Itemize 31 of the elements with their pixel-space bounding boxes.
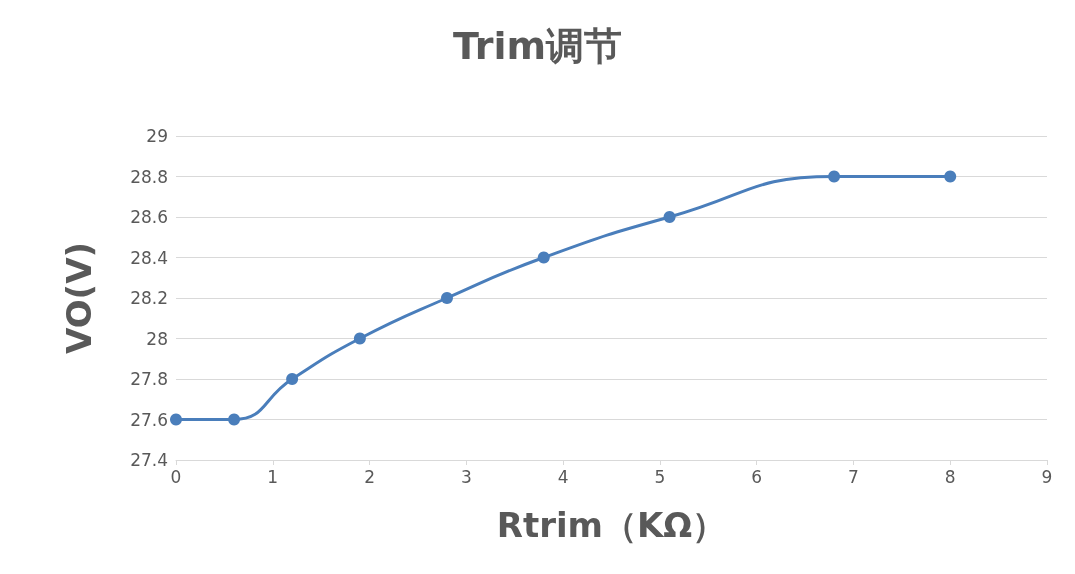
x-tick-label: 6: [751, 466, 763, 487]
chart-title: Trim调节: [452, 24, 623, 68]
x-axis-title: Rtrim（KΩ）: [496, 505, 727, 545]
y-tick-label: 28.4: [130, 247, 168, 268]
point: [828, 170, 841, 183]
x-tick-label: 8: [944, 466, 956, 487]
point: [286, 373, 299, 385]
y-axis-title: VO(V): [59, 241, 99, 355]
y-tick-label: 28.2: [130, 288, 168, 308]
y-tick-label: 28: [146, 328, 168, 349]
y-tick-label: 27.4: [130, 450, 168, 470]
x-tick-label: 4: [557, 466, 569, 487]
x-tick-label: 1: [267, 466, 279, 487]
y-tick-label: 28.6: [130, 207, 168, 227]
x-tick-label: 5: [654, 466, 666, 487]
point: [944, 170, 957, 183]
point: [440, 292, 453, 304]
x-tick-label: 9: [1041, 466, 1053, 487]
x-tick-label: 3: [460, 466, 472, 487]
y-tick-label: 27.8: [130, 369, 168, 389]
x-tick-label: 0: [170, 466, 182, 487]
x-tick-label: 2: [364, 466, 375, 487]
x-tick-label: 7: [848, 466, 859, 487]
point: [228, 413, 241, 426]
point: [537, 251, 550, 264]
y-tick-label: 27.6: [130, 409, 168, 430]
point: [170, 413, 182, 426]
point: [353, 332, 366, 345]
y-tick-label: 28.8: [130, 166, 168, 187]
point: [663, 211, 676, 223]
y-tick-label: 29: [146, 126, 168, 146]
